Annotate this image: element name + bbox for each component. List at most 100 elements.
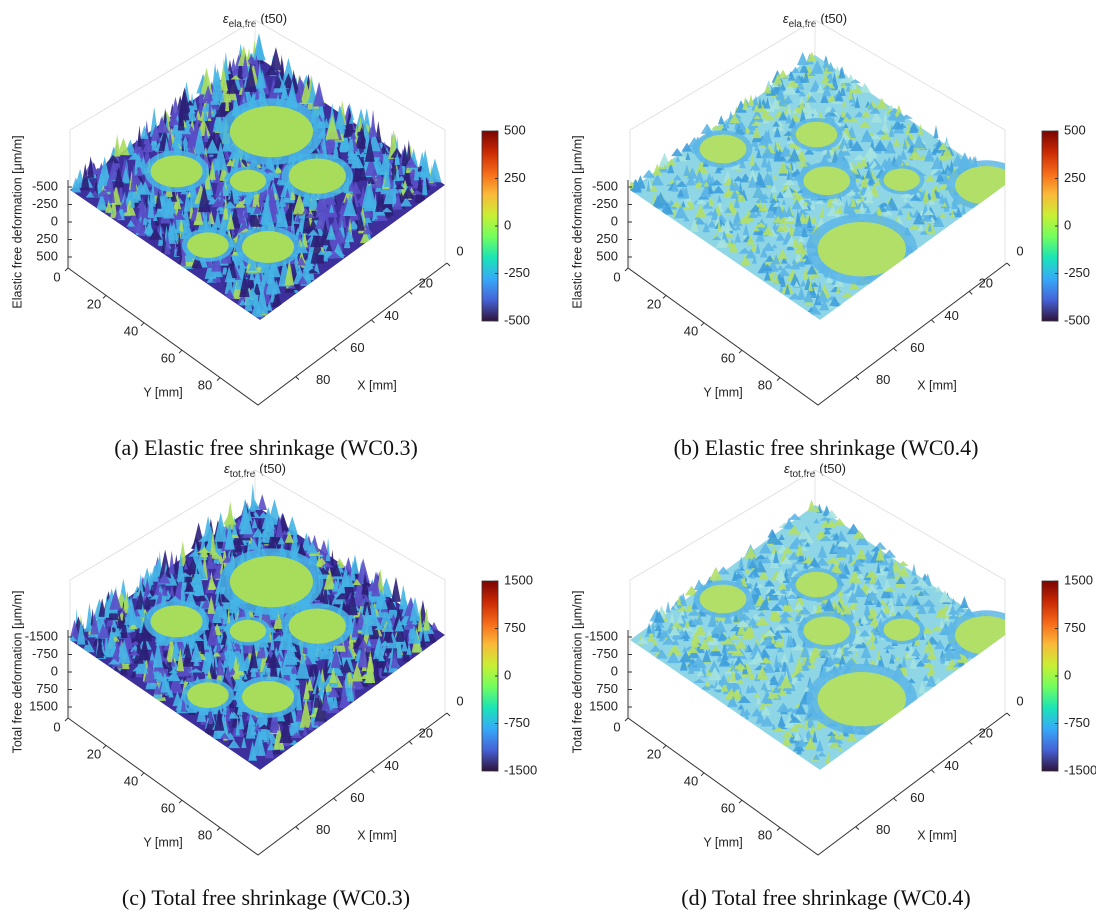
x-tick [295,376,300,380]
surface-spike [938,212,948,218]
surface-spike [937,143,949,151]
surface-spike [792,235,799,248]
surface-spike [760,108,771,119]
surface-spike [702,222,710,233]
surface-spike [364,155,378,176]
surface-spike [659,152,670,166]
surface-spike [223,201,237,209]
surface-spike [137,125,142,147]
title-suffix: (t50) [819,461,846,476]
surface-spike [777,249,788,259]
surface-spike [186,100,195,106]
surface-spike [307,82,318,104]
z-tick-label: 0 [611,213,618,228]
surface-spike [822,78,836,89]
surface-spike [773,126,781,138]
surface-spike [241,53,249,77]
surface-spike [783,95,794,104]
surface-flat [229,619,267,643]
surface-spike [347,148,356,164]
surface-spike [822,85,832,97]
caption: (c) Total free shrinkage (WC0.3) [122,885,410,910]
surface-spike [239,298,247,306]
surface-spike [785,114,793,124]
surface-spike [845,84,851,92]
x-tick-label: 80 [316,372,330,387]
surface-flat [187,232,229,258]
surface-spike [761,264,774,272]
surface-spike [375,190,384,212]
y-tick [140,322,145,327]
surface-spike [860,129,874,143]
surface-spike [728,114,741,124]
surface-spike [876,205,883,219]
surface-spike [825,145,831,159]
colorbar-label: 0 [504,217,511,232]
surface-spike [300,195,312,207]
surface-spike [317,249,326,255]
colorbar-label: -250 [504,265,530,280]
surface-spike [769,198,778,204]
surface-spike [867,176,876,184]
surface-spike [839,82,846,96]
surface-spike [325,115,340,140]
surface-spike [107,160,120,181]
surface-spike [207,98,212,119]
surface-spike [297,275,308,285]
colorbar-label: -750 [504,715,530,730]
surface-spike [725,225,731,234]
surface-spike [136,181,146,194]
surface-spike [378,151,393,176]
surface-spike [888,124,895,137]
surface-spike [798,90,807,97]
surface-spike [652,163,662,176]
surface-spike [335,689,342,701]
surface-spike [755,230,764,236]
surface-spike [421,165,428,196]
surface-spike [721,229,727,240]
surface-spike [286,516,299,536]
colorbar-label: -1500 [504,762,537,777]
z-axis-label: Elastic free deformation [μm/m] [570,135,584,308]
y-tick [216,377,221,381]
surface-spike [752,184,765,198]
surface-spike [852,81,857,89]
y-axis-label: Y [mm] [143,835,182,849]
surface-spike [762,114,777,121]
z-axis-label: Total free deformation [μm/m] [10,591,24,754]
surface-spike [845,188,857,196]
surface-spike [229,187,234,205]
surface-spike [176,230,182,257]
surface-spike [143,222,155,234]
surface-spike [917,224,926,232]
z-tick-label: -750 [32,646,58,661]
surface-spike [746,235,755,245]
surface-spike [819,298,830,311]
surface-spike [660,201,674,215]
surface-spike [883,111,888,122]
surface-spike [343,194,357,216]
surface-spike [861,110,871,117]
surface-flat [187,682,229,708]
surface-spike [152,213,158,222]
surface-spike [903,197,908,203]
surface-spike [177,100,185,126]
surface-spike [918,123,924,135]
surface-spike [859,201,865,212]
surface-flat [242,231,294,263]
surface-spike [779,145,792,157]
surface-spike [762,242,775,252]
surface-spike [777,268,791,277]
surface-spike [901,202,915,209]
x-tick [446,712,451,717]
x-tick-label: 20 [979,276,993,291]
surface-spike [244,287,253,312]
surface-spike [163,195,177,214]
surface-spike [717,201,723,207]
title-subscript: tot,fre [790,469,816,480]
surface-spike [711,236,722,241]
surface-spike [893,153,905,166]
surface-spike [155,189,162,209]
surface-spike [740,253,751,266]
